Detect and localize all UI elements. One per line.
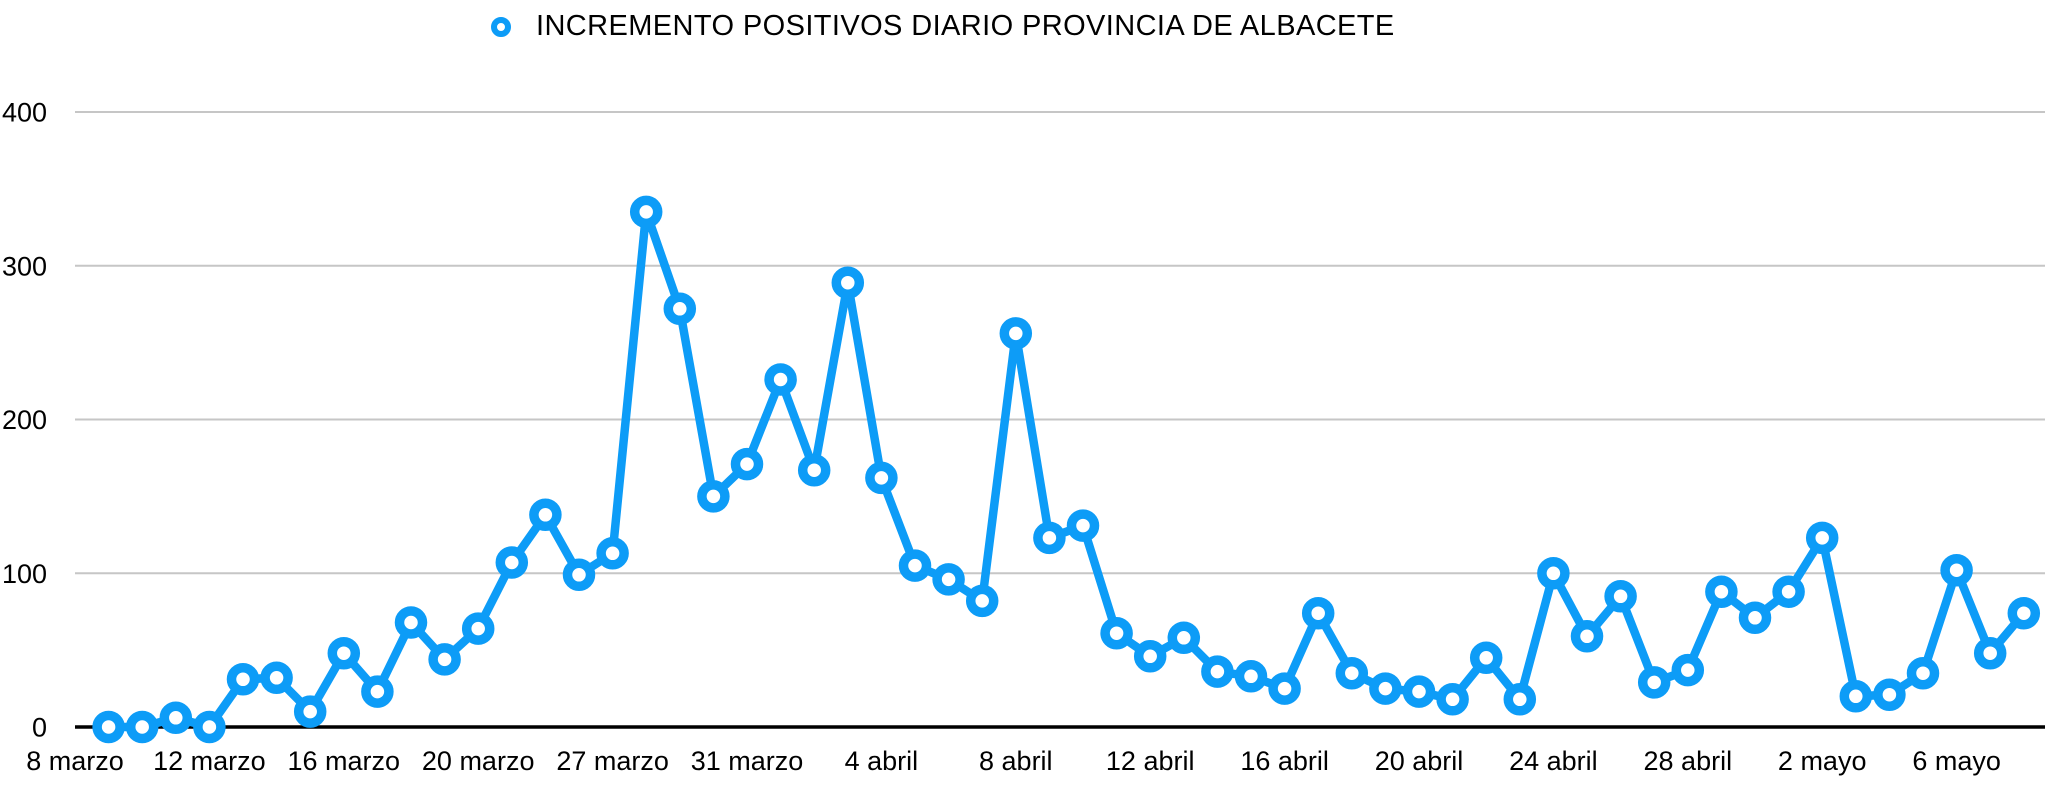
y-tick-label: 400: [2, 98, 47, 128]
legend-series-marker-icon: [491, 16, 511, 37]
data-point-marker: [428, 643, 461, 676]
data-point-marker: [529, 498, 562, 532]
data-point-marker: [1301, 596, 1335, 630]
data-point-marker: [125, 710, 159, 744]
data-point-marker: [730, 447, 764, 481]
y-tick-label: 200: [2, 405, 47, 435]
x-tick-label: 4 abril: [845, 746, 919, 776]
data-point-marker: [1873, 678, 1906, 711]
data-point-marker: [932, 563, 965, 596]
x-tick-label: 8 abril: [979, 746, 1053, 776]
data-point-marker: [1033, 521, 1066, 555]
data-point-marker: [159, 701, 193, 735]
data-point-marker: [999, 317, 1033, 350]
data-point-marker: [260, 661, 293, 695]
data-point-marker: [965, 584, 999, 618]
data-point-marker: [1201, 655, 1234, 688]
data-point-marker: [697, 480, 730, 513]
data-point-marker: [495, 546, 529, 579]
x-tick-label: 27 marzo: [556, 746, 669, 776]
x-tick-label: 28 abril: [1644, 746, 1733, 776]
x-tick-label: 12 abril: [1106, 746, 1195, 776]
data-point-marker: [1066, 509, 1100, 542]
y-tick-label: 300: [2, 251, 47, 281]
data-point-marker: [226, 663, 260, 696]
data-point-marker: [1738, 601, 1772, 635]
data-point-marker: [764, 363, 797, 396]
x-tick-label: 24 abril: [1509, 746, 1598, 776]
data-point-marker: [1906, 656, 1940, 690]
data-point-marker: [1805, 521, 1839, 555]
legend: INCREMENTO POSITIVOS DIARIO PROVINCIA DE…: [490, 10, 1395, 43]
data-point-marker: [1369, 672, 1402, 705]
data-point-marker: [1469, 641, 1503, 675]
data-point-marker: [92, 710, 125, 744]
data-point-marker: [629, 195, 663, 229]
data-point-marker: [596, 537, 629, 570]
data-point-marker: [1604, 580, 1637, 613]
data-point-marker: [1772, 575, 1805, 608]
data-point-marker: [193, 710, 226, 744]
x-tick-label: 16 abril: [1240, 746, 1329, 776]
x-tick-label: 16 marzo: [288, 746, 401, 776]
x-tick-label: 8 marzo: [26, 746, 124, 776]
data-point-marker: [361, 675, 394, 708]
data-point-marker: [797, 453, 831, 487]
data-point-marker: [898, 549, 932, 582]
x-tick-label: 2 mayo: [1778, 746, 1867, 776]
data-point-marker: [293, 695, 327, 728]
x-tick-label: 6 mayo: [1912, 746, 2001, 776]
x-tick-label: 31 marzo: [691, 746, 804, 776]
data-point-marker: [1839, 680, 1873, 713]
data-point-marker: [1436, 683, 1469, 716]
data-point-marker: [663, 292, 697, 326]
data-point-marker: [1503, 683, 1537, 716]
data-point-marker: [1234, 660, 1268, 693]
data-point-marker: [1133, 640, 1167, 673]
data-point-marker: [1705, 575, 1738, 608]
data-point-marker: [2007, 596, 2041, 630]
data-point-marker: [327, 636, 361, 670]
data-point-marker: [1637, 666, 1671, 699]
series-line: [104, 207, 2029, 732]
data-point-marker: [562, 558, 596, 592]
data-point-marker: [461, 612, 495, 645]
x-tick-label: 12 marzo: [153, 746, 266, 776]
data-point-marker: [1167, 621, 1201, 655]
data-point-marker: [865, 461, 898, 495]
x-tick-label: 20 marzo: [422, 746, 535, 776]
data-point-marker: [1268, 672, 1301, 705]
data-point-marker: [1335, 656, 1369, 690]
data-point-marker: [1973, 636, 2007, 670]
data-point-marker: [1537, 557, 1570, 590]
data-point-marker: [1671, 653, 1705, 687]
legend-series-label: INCREMENTO POSITIVOS DIARIO PROVINCIA DE…: [536, 10, 1395, 42]
data-point-marker: [831, 266, 865, 299]
data-point-marker: [394, 606, 428, 639]
data-point-marker: [1100, 616, 1133, 650]
data-point-marker: [1402, 675, 1436, 708]
data-point-marker: [1940, 553, 1973, 587]
y-tick-label: 0: [32, 713, 47, 743]
data-point-marker: [1570, 620, 1604, 653]
x-tick-label: 20 abril: [1375, 746, 1464, 776]
y-tick-label: 100: [2, 559, 47, 589]
